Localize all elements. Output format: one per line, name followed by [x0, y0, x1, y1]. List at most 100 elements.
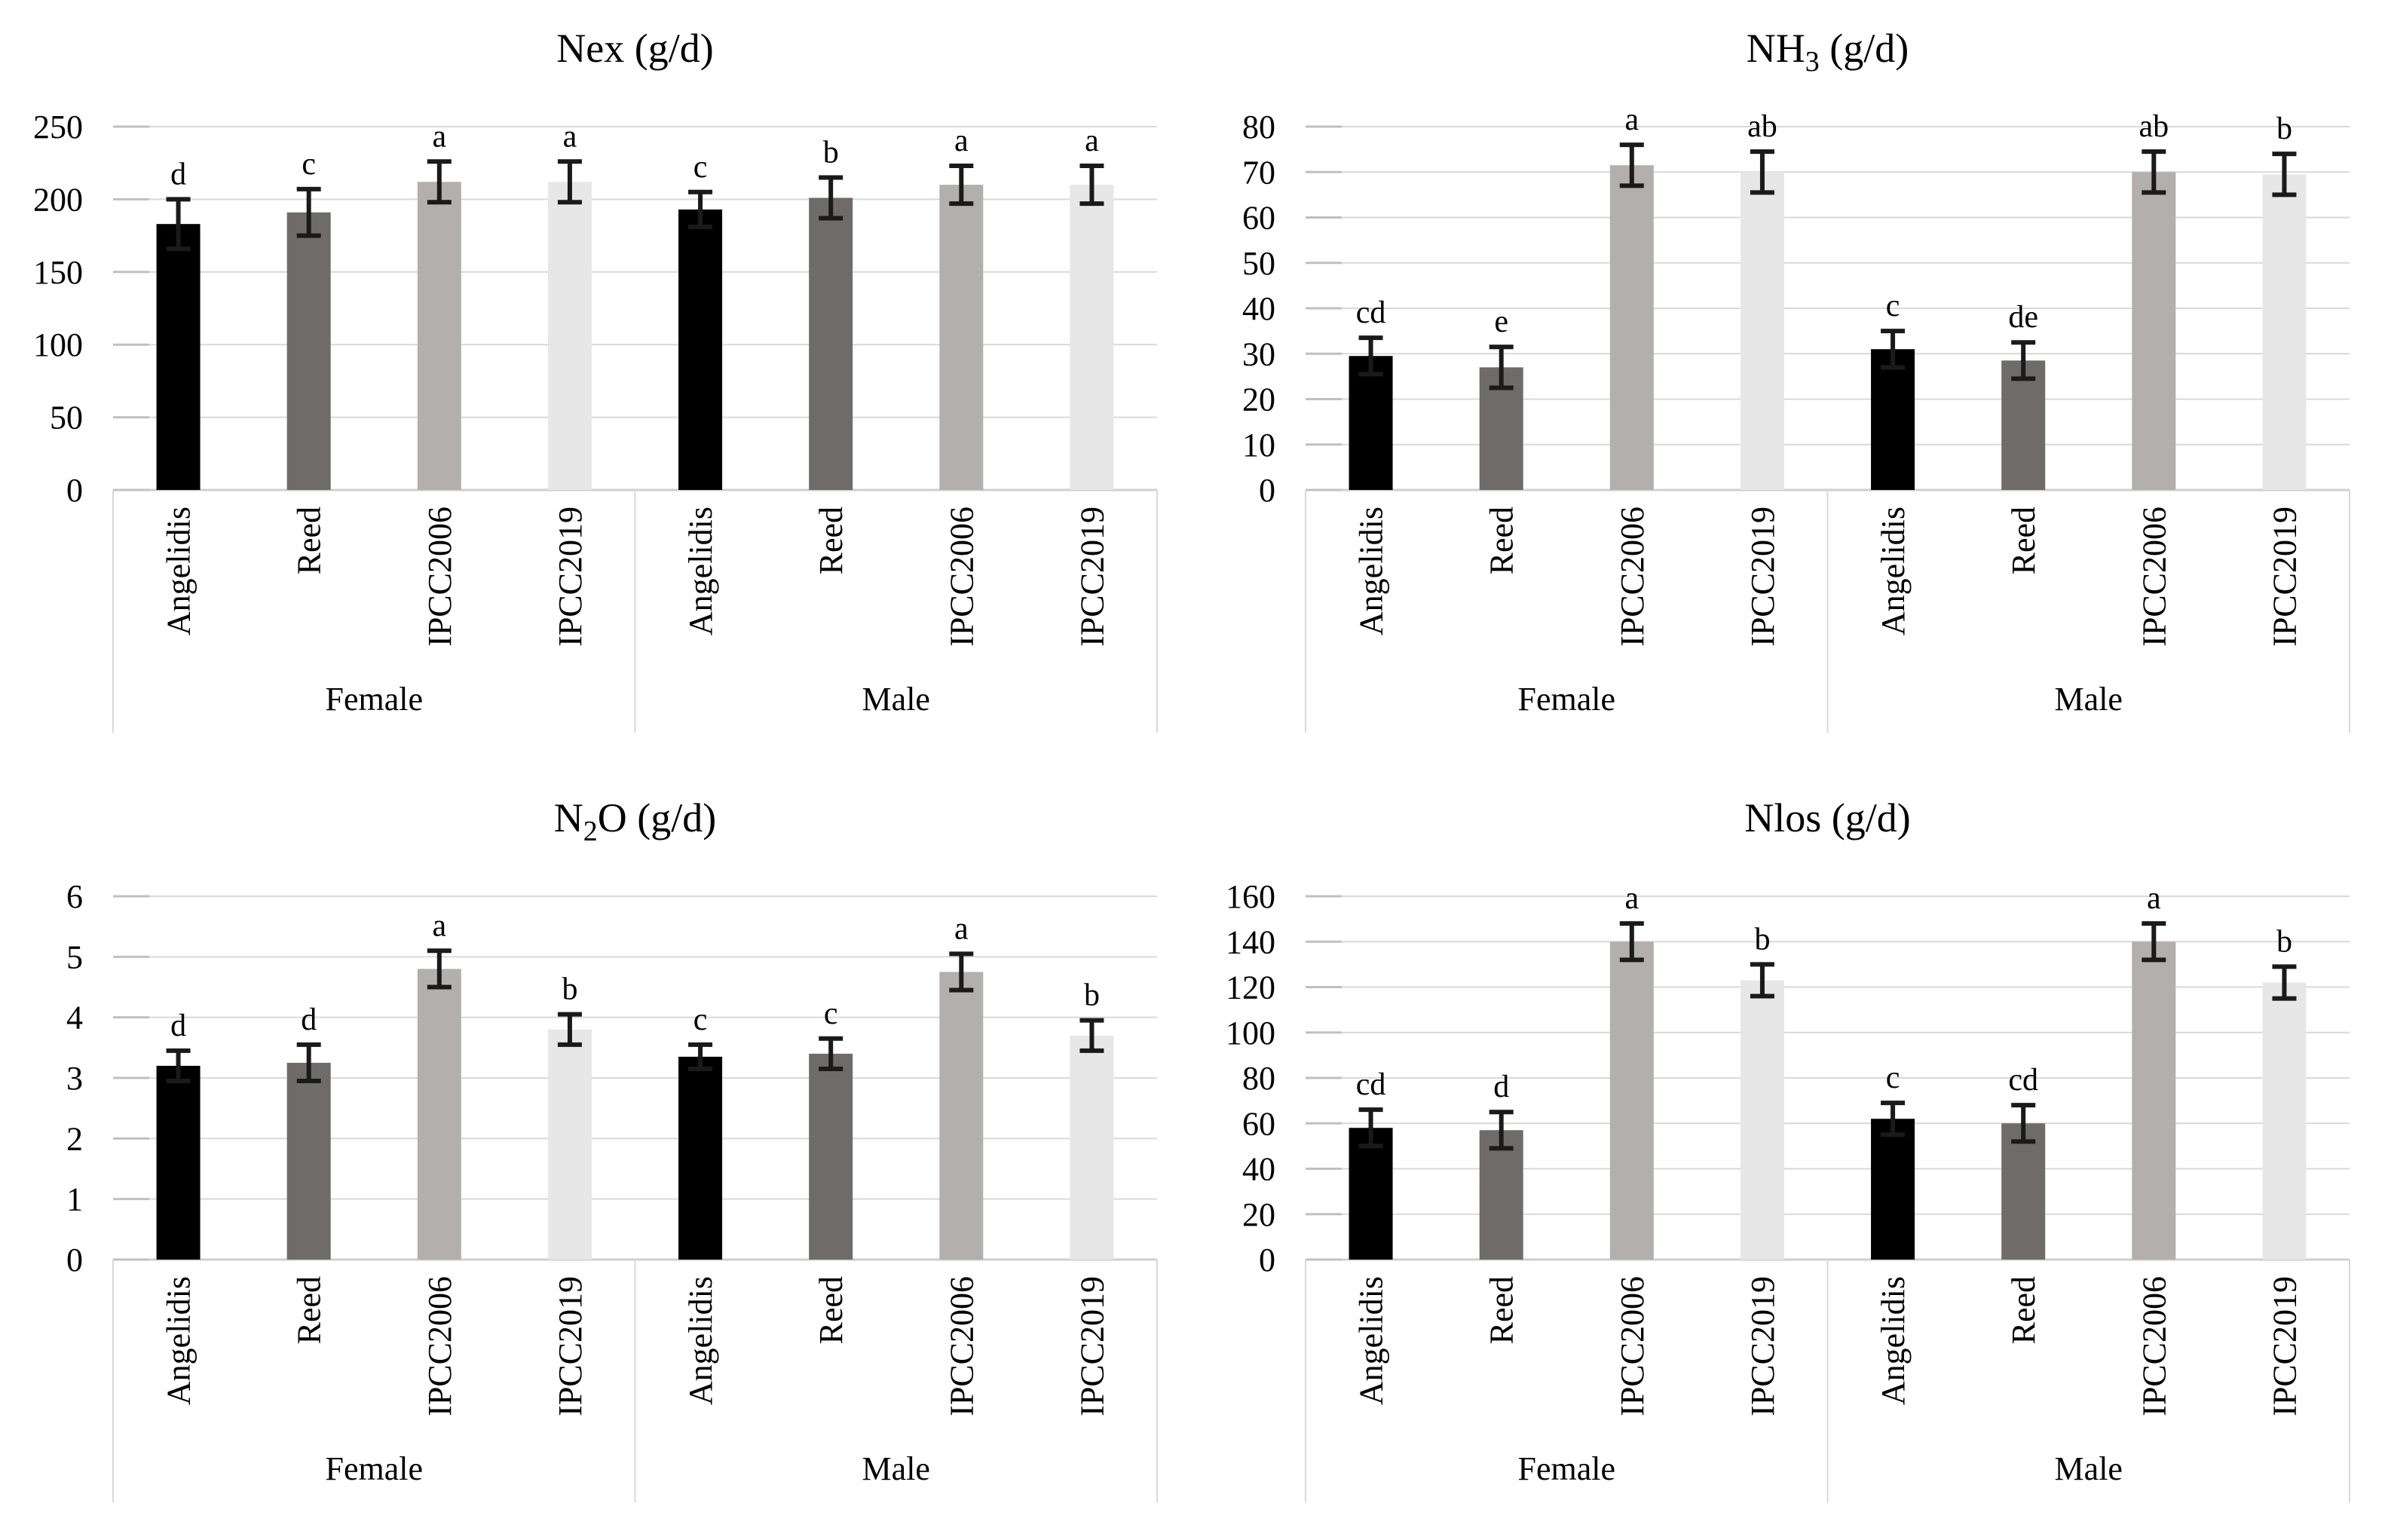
y-tick-label: 80 [1242, 1060, 1275, 1097]
significance-letter: a [1624, 103, 1639, 137]
bar-male-IPCC2019 [2262, 982, 2307, 1260]
bar-male-Angelidis [1871, 349, 1915, 490]
y-tick-label: 250 [33, 109, 83, 145]
bar-male-Angelidis [678, 1056, 723, 1260]
bar-female-IPCC2019 [1740, 172, 1784, 490]
x-category-label: IPCC2006 [2135, 1276, 2172, 1416]
x-category-label: IPCC2006 [1614, 1276, 1651, 1416]
significance-letter: a [563, 119, 577, 154]
group-label-female: Female [325, 681, 423, 718]
x-category-label: Angelidis [682, 1276, 719, 1405]
significance-letter: c [1886, 289, 1900, 323]
significance-letter: b [2276, 112, 2292, 146]
x-category-label: Angelidis [1875, 507, 1912, 635]
significance-letter: b [2276, 924, 2292, 959]
significance-letter: b [1754, 922, 1770, 957]
chart-n2o: N2O (g/d) 0 1 2 3 4 5 6 d Angelidis d Reed a IPCC2006… [0, 770, 1192, 1539]
x-category-label: IPCC2006 [421, 507, 458, 647]
bar-female-Reed [286, 212, 331, 490]
y-tick-label: 140 [1226, 923, 1275, 960]
significance-letter: a [1624, 881, 1639, 916]
bar-male-IPCC2006 [2132, 172, 2176, 490]
y-tick-label: 0 [66, 1241, 83, 1278]
significance-letter: a [954, 911, 969, 946]
x-category-label: Reed [2005, 507, 2042, 574]
bar-female-Angelidis [156, 224, 201, 490]
y-tick-label: 160 [1226, 878, 1275, 915]
y-tick-label: 150 [33, 254, 83, 291]
x-category-label: Angelidis [682, 507, 719, 635]
significance-letter: cd [1356, 295, 1386, 330]
n2o-chart-svg: N2O (g/d) 0 1 2 3 4 5 6 d Angelidis d Reed a IPCC2006… [66, 795, 1158, 1502]
significance-letter: a [432, 119, 446, 154]
bar-male-Reed [809, 197, 853, 490]
x-category-label: IPCC2019 [552, 1276, 589, 1416]
bar-male-Angelidis [678, 209, 723, 490]
x-category-label: Angelidis [1875, 1276, 1912, 1405]
x-category-label: IPCC2019 [1073, 1276, 1110, 1416]
y-tick-label: 6 [66, 878, 83, 915]
x-category-label: Reed [813, 507, 850, 574]
nlos-title: Nlos (g/d) [1744, 795, 1910, 840]
significance-letter: ab [2139, 109, 2169, 144]
significance-letter: c [824, 997, 838, 1031]
x-category-label: Reed [1483, 1276, 1520, 1344]
bar-female-IPCC2006 [417, 969, 461, 1260]
n2o-title: N2O (g/d) [554, 795, 716, 847]
significance-letter: c [693, 1003, 708, 1037]
significance-letter: a [954, 124, 969, 158]
significance-letter: c [1886, 1061, 1900, 1095]
x-category-label: Angelidis [161, 507, 197, 635]
significance-letter: d [301, 1003, 317, 1037]
bar-male-IPCC2006 [939, 972, 984, 1260]
significance-letter: b [823, 135, 839, 170]
significance-letter: b [1084, 978, 1100, 1013]
significance-letter: ab [1747, 109, 1777, 144]
group-label-female: Female [1517, 681, 1615, 718]
y-tick-label: 20 [1242, 381, 1275, 418]
significance-letter: cd [1356, 1067, 1386, 1102]
significance-letter: d [170, 157, 186, 191]
chart-nlos: Nlos (g/d) 0 20 40 60 80 100 120 140 160 cd Angelid… [1192, 770, 2385, 1539]
bar-female-IPCC2019 [547, 182, 592, 490]
y-tick-label: 3 [66, 1060, 83, 1097]
x-category-label: Angelidis [1353, 1276, 1390, 1405]
x-category-label: Reed [291, 1276, 328, 1344]
significance-letter: d [170, 1009, 186, 1043]
nlos-chart-svg: Nlos (g/d)020406080100120140160cdAngelid… [1226, 795, 2350, 1502]
y-tick-label: 1 [66, 1181, 83, 1218]
significance-letter: d [1493, 1070, 1509, 1104]
x-category-label: IPCC2006 [943, 1276, 980, 1416]
bar-female-Reed [1479, 1130, 1523, 1260]
nex-title: Nex (g/d) [556, 26, 713, 71]
significance-letter: e [1494, 305, 1508, 339]
x-category-label: Reed [813, 1276, 850, 1344]
x-category-label: Angelidis [161, 1276, 197, 1405]
bar-female-Angelidis [1349, 1128, 1393, 1260]
bar-male-IPCC2019 [2262, 174, 2307, 490]
nh3-chart-svg: NH3 (g/d) 0 10 20 30 40 50 60 70 80 cd Angelidis e Re… [1242, 26, 2350, 733]
y-tick-label: 40 [1242, 290, 1275, 327]
bar-male-Reed [2001, 1123, 2046, 1260]
group-label-male: Male [862, 681, 930, 718]
x-category-label: IPCC2019 [2266, 1276, 2303, 1416]
bar-female-IPCC2006 [1609, 165, 1654, 490]
y-tick-label: 80 [1242, 109, 1275, 145]
y-tick-label: 100 [33, 326, 83, 363]
x-category-label: Reed [2005, 1276, 2042, 1344]
bar-male-Angelidis [1871, 1119, 1915, 1260]
y-tick-label: 60 [1242, 1105, 1275, 1142]
significance-letter: b [562, 972, 577, 1007]
y-tick-label: 20 [1242, 1196, 1275, 1233]
significance-letter: c [302, 147, 316, 182]
x-category-label: IPCC2019 [1073, 507, 1110, 647]
x-category-label: IPCC2019 [1744, 507, 1781, 647]
nh3-title: NH3 (g/d) [1747, 26, 1909, 78]
bar-female-Angelidis [156, 1065, 201, 1260]
y-tick-label: 60 [1242, 200, 1275, 237]
chart-nh3: NH3 (g/d) 0 10 20 30 40 50 60 70 80 cd Angelidis e Re… [1192, 0, 2385, 770]
significance-letter: a [1085, 124, 1099, 158]
nex-chart-svg: Nex (g/d) 0 50 100 150 200 250 d Angelidis c Reed a… [33, 26, 1158, 733]
bar-male-IPCC2006 [939, 185, 984, 490]
y-tick-label: 0 [1259, 472, 1275, 509]
